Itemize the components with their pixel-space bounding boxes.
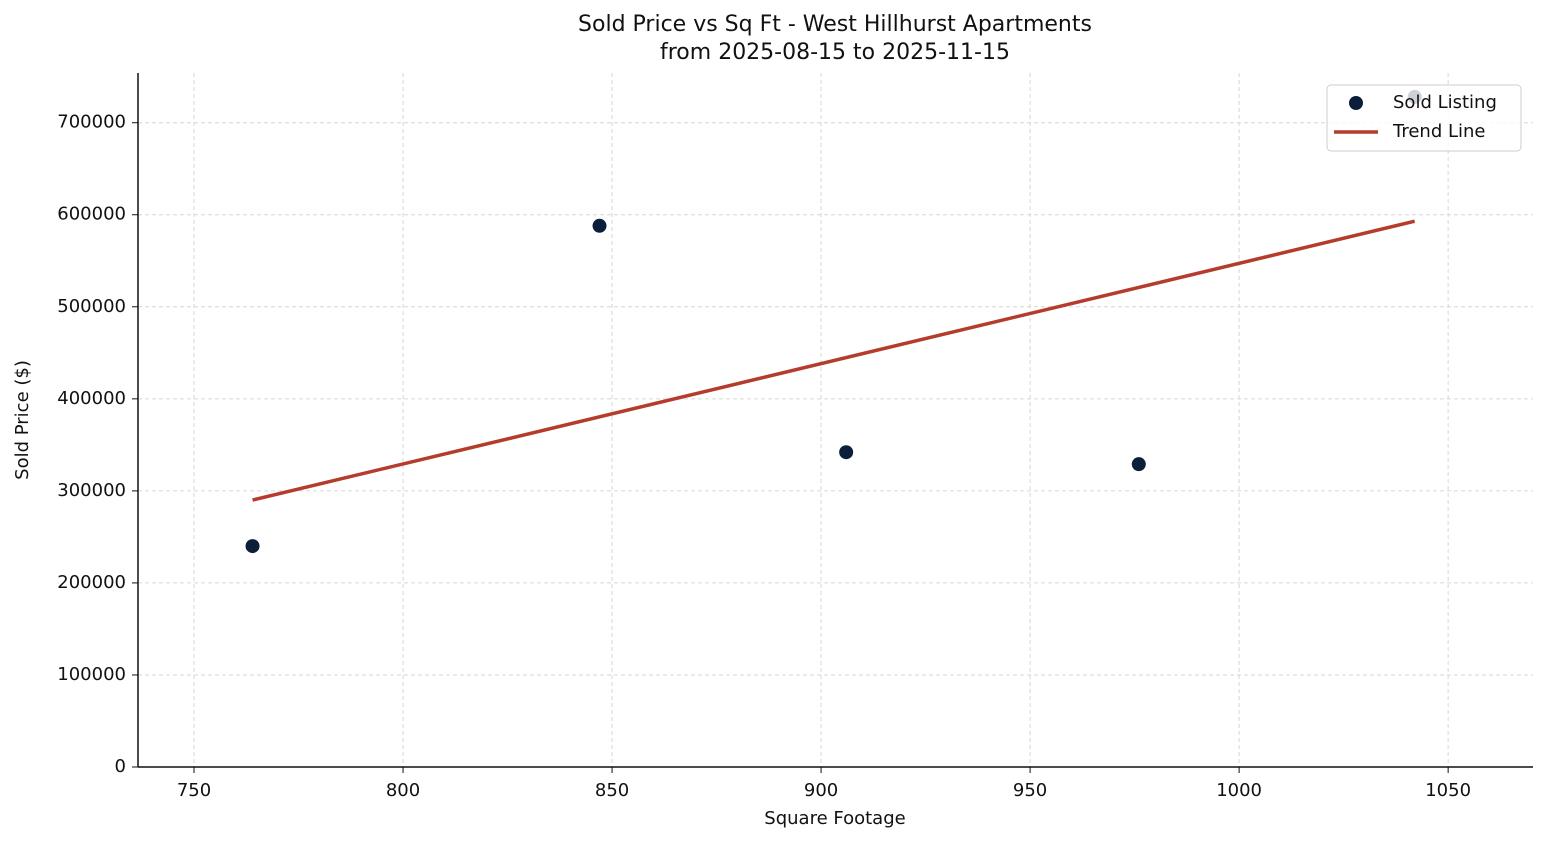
y-tick-label: 0 [115, 756, 126, 777]
data-point [1131, 457, 1146, 472]
legend-label: Sold Listing [1393, 92, 1497, 113]
x-tick-label: 950 [1013, 780, 1047, 801]
y-tick-label: 400000 [57, 388, 126, 409]
x-tick-label: 750 [177, 780, 211, 801]
y-tick-label: 300000 [57, 480, 126, 501]
x-tick-label: 850 [595, 780, 629, 801]
y-tick-label: 200000 [57, 572, 126, 593]
legend-box [1326, 84, 1522, 152]
x-axis-label: Square Footage [764, 808, 905, 829]
data-point [592, 218, 607, 233]
x-tick-label: 1050 [1425, 780, 1471, 801]
x-tick-label: 900 [804, 780, 838, 801]
y-tick-label: 100000 [57, 664, 126, 685]
x-tick-label: 800 [386, 780, 420, 801]
chart-title: Sold Price vs Sq Ft - West Hillhurst Apa… [578, 12, 1092, 37]
legend-marker [1349, 96, 1363, 110]
y-axis-label: Sold Price ($) [12, 360, 33, 480]
chart-subtitle: from 2025-08-15 to 2025-11-15 [660, 40, 1010, 65]
trend-line [252, 219, 1416, 502]
y-tick-label: 500000 [57, 296, 126, 317]
data-point [839, 445, 854, 460]
data-point [245, 539, 260, 554]
legend-label: Trend Line [1392, 121, 1486, 142]
y-tick-label: 700000 [57, 112, 126, 133]
y-tick-label: 600000 [57, 204, 126, 225]
x-tick-label: 1000 [1216, 780, 1262, 801]
